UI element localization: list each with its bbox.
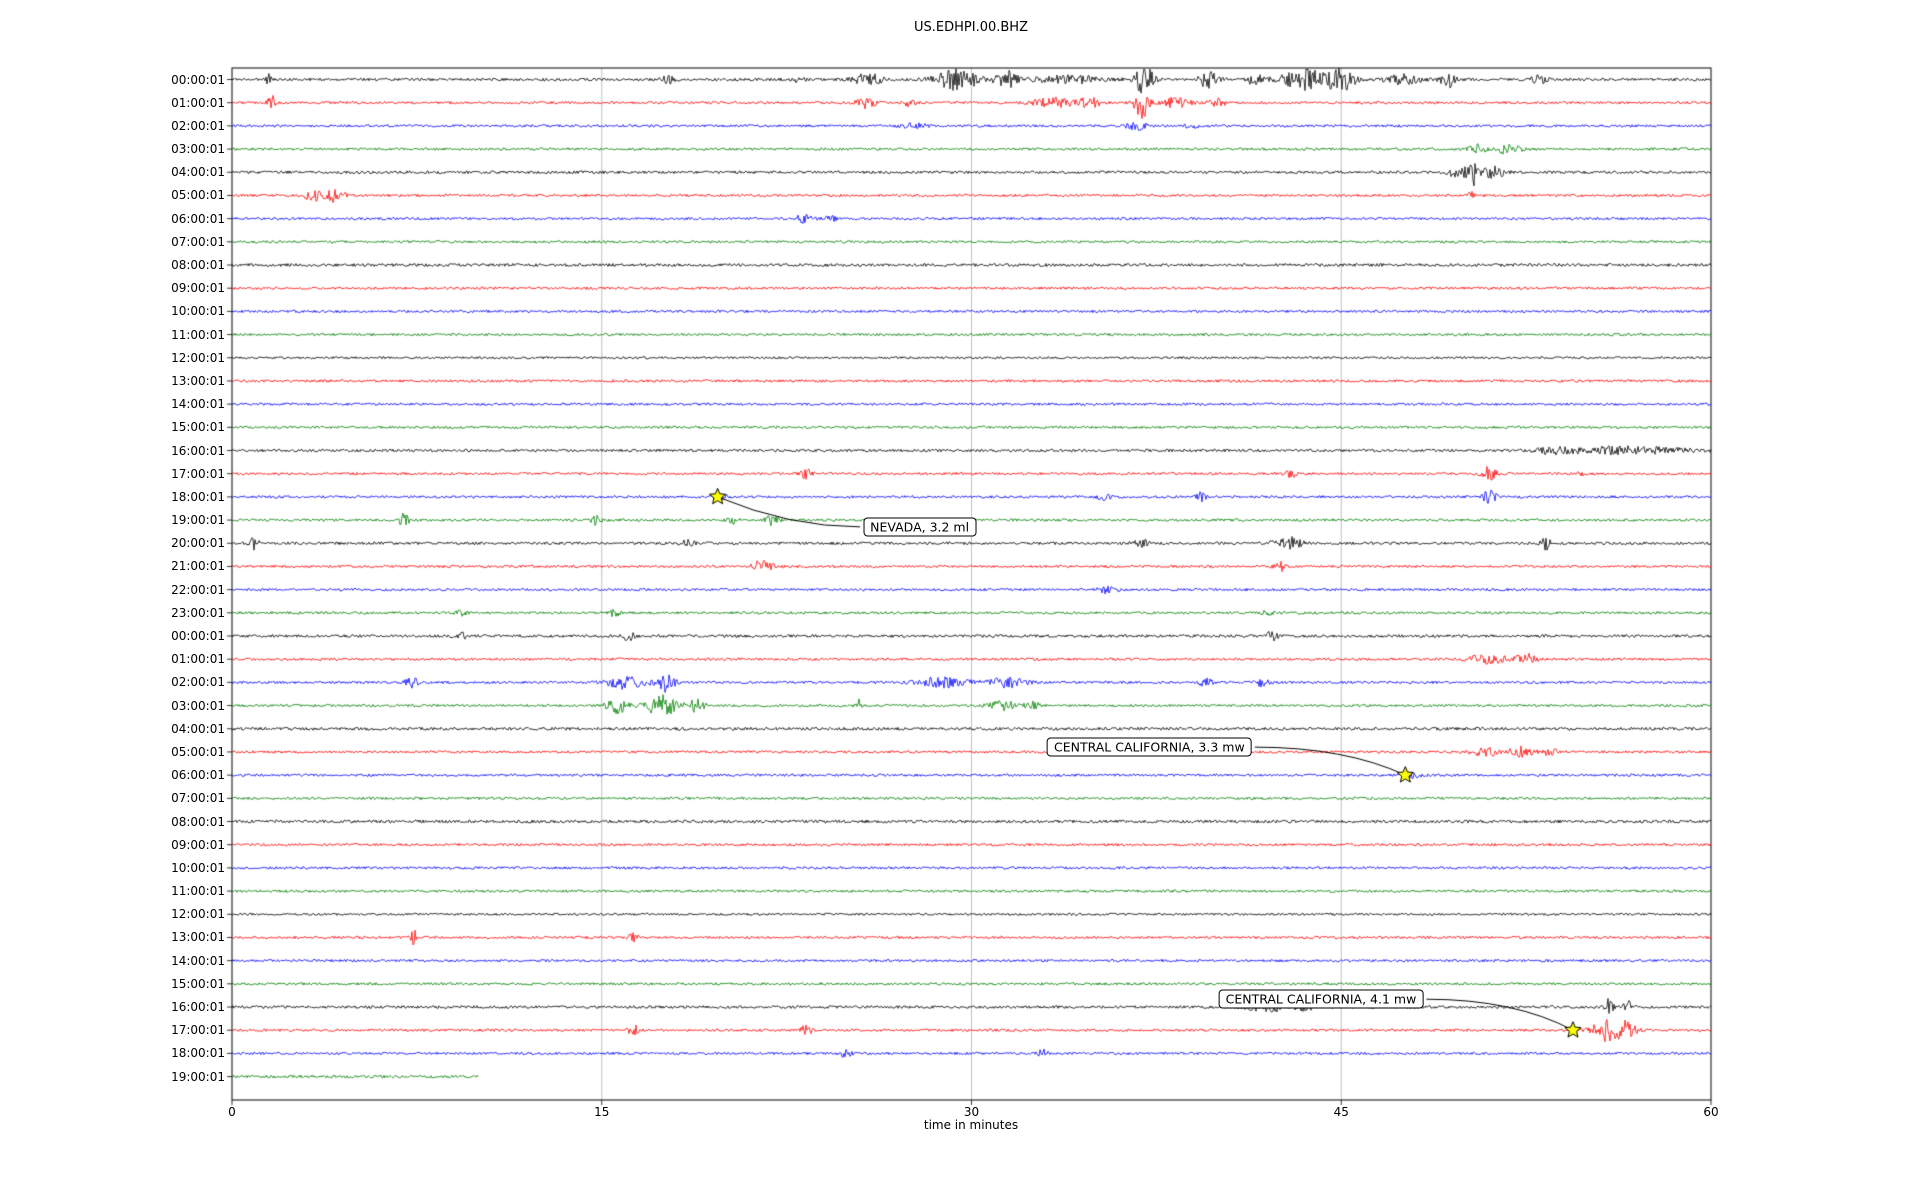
- x-tick-label: 60: [1703, 1105, 1719, 1119]
- y-tick-label: 17:00:01: [171, 466, 225, 481]
- y-tick-label: 23:00:01: [171, 605, 225, 620]
- y-tick-label: 06:00:01: [171, 768, 225, 783]
- x-tick-label: 0: [228, 1105, 236, 1119]
- y-tick-label: 18:00:01: [171, 1046, 225, 1061]
- y-tick-label: 20:00:01: [171, 536, 225, 551]
- x-tick-label: 45: [1333, 1105, 1349, 1119]
- y-tick-label: 08:00:01: [171, 814, 225, 829]
- y-tick-label: 22:00:01: [171, 582, 225, 597]
- y-tick-label: 17:00:01: [171, 1023, 225, 1038]
- y-tick-label: 05:00:01: [171, 188, 225, 203]
- y-tick-label: 08:00:01: [171, 258, 225, 272]
- y-tick-label: 12:00:01: [171, 350, 225, 365]
- x-tick-label: 15: [594, 1105, 610, 1119]
- y-tick-label: 18:00:01: [171, 489, 225, 504]
- y-tick-label: 03:00:01: [171, 142, 225, 157]
- y-tick-label: 10:00:01: [171, 304, 225, 319]
- y-tick-label: 19:00:01: [171, 513, 225, 528]
- y-tick-label: 14:00:01: [171, 397, 225, 412]
- y-tick-label: 13:00:01: [171, 930, 225, 945]
- y-tick-label: 06:00:01: [171, 211, 225, 226]
- event-annotation: NEVADA, 3.2 ml: [863, 517, 977, 537]
- y-tick-label: 04:00:01: [171, 165, 225, 180]
- y-tick-label: 03:00:01: [171, 698, 225, 713]
- x-tick-label: 30: [963, 1105, 980, 1119]
- y-tick-label: 02:00:01: [171, 675, 225, 690]
- y-tick-label: 07:00:01: [171, 234, 225, 249]
- y-tick-label: 15:00:01: [171, 420, 225, 435]
- y-tick-label: 09:00:01: [171, 281, 225, 296]
- y-tick-label: 10:00:01: [171, 860, 225, 875]
- y-tick-label: 09:00:01: [171, 837, 225, 852]
- y-tick-label: 11:00:01: [171, 327, 225, 342]
- y-tick-label: 00:00:01: [171, 629, 225, 643]
- y-tick-label: 19:00:01: [171, 1069, 225, 1084]
- y-tick-label: 01:00:01: [171, 652, 225, 667]
- y-tick-label: 16:00:01: [171, 1000, 225, 1015]
- y-tick-label: 11:00:01: [171, 884, 225, 899]
- y-tick-label: 21:00:01: [171, 559, 225, 574]
- y-tick-label: 04:00:01: [171, 721, 225, 736]
- chart-title: US.EDHPI.00.BHZ: [914, 20, 1028, 35]
- y-tick-label: 13:00:01: [171, 373, 225, 388]
- event-annotation: CENTRAL CALIFORNIA, 4.1 mw: [1218, 989, 1424, 1009]
- x-axis-label: time in minutes: [923, 1118, 1019, 1132]
- y-tick-label: 02:00:01: [171, 118, 225, 133]
- y-tick-label: 07:00:01: [171, 791, 225, 806]
- y-tick-label: 01:00:01: [171, 95, 225, 110]
- y-tick-label: 12:00:01: [171, 907, 225, 922]
- y-tick-label: 00:00:01: [171, 72, 225, 87]
- event-annotation: CENTRAL CALIFORNIA, 3.3 mw: [1046, 737, 1252, 757]
- y-tick-label: 05:00:01: [171, 744, 225, 759]
- y-tick-label: 16:00:01: [171, 443, 225, 458]
- y-tick-label: 15:00:01: [171, 976, 225, 991]
- y-tick-label: 14:00:01: [171, 953, 225, 968]
